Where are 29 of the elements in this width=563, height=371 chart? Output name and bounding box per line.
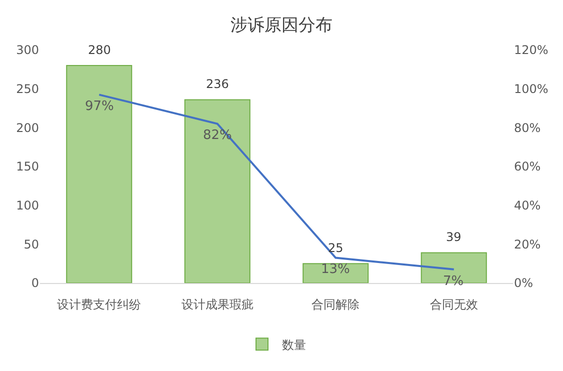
data-label: 97% — [85, 99, 114, 114]
y2-tick-label: 120% — [514, 43, 548, 58]
y-tick-label: 50 — [24, 237, 39, 252]
x-tick-label: 设计费支付纠纷 — [57, 297, 142, 312]
x-tick-label: 合同无效 — [430, 297, 478, 312]
data-label: 236 — [206, 77, 229, 91]
bar — [184, 99, 250, 283]
y-tick-label: 200 — [16, 120, 39, 135]
y-tick-label: 300 — [16, 43, 39, 58]
y2-tick-label: 80% — [514, 120, 541, 135]
y2-tick-label: 60% — [514, 160, 541, 174]
chart-title: 涉诉原因分布 — [230, 15, 332, 36]
x-tick-label: 设计成果瑕疵 — [181, 297, 254, 312]
y-tick-label: 150 — [16, 160, 39, 174]
y2-tick-label: 0% — [514, 276, 534, 290]
data-label: 39 — [446, 230, 462, 244]
y-tick-label: 250 — [16, 82, 39, 96]
bar — [302, 263, 369, 283]
y2-tick-label: 100% — [514, 82, 548, 96]
y-tick-label: 100 — [16, 198, 39, 213]
data-label: 280 — [88, 43, 111, 57]
x-tick-label: 合同解除 — [312, 297, 360, 312]
y-tick-label: 0 — [31, 276, 39, 290]
legend-label: 数量 — [282, 338, 306, 352]
y2-tick-label: 20% — [514, 237, 541, 252]
bar — [66, 65, 132, 283]
data-label: 25 — [328, 241, 344, 255]
data-label: 13% — [321, 262, 350, 277]
y2-tick-label: 40% — [514, 198, 541, 213]
